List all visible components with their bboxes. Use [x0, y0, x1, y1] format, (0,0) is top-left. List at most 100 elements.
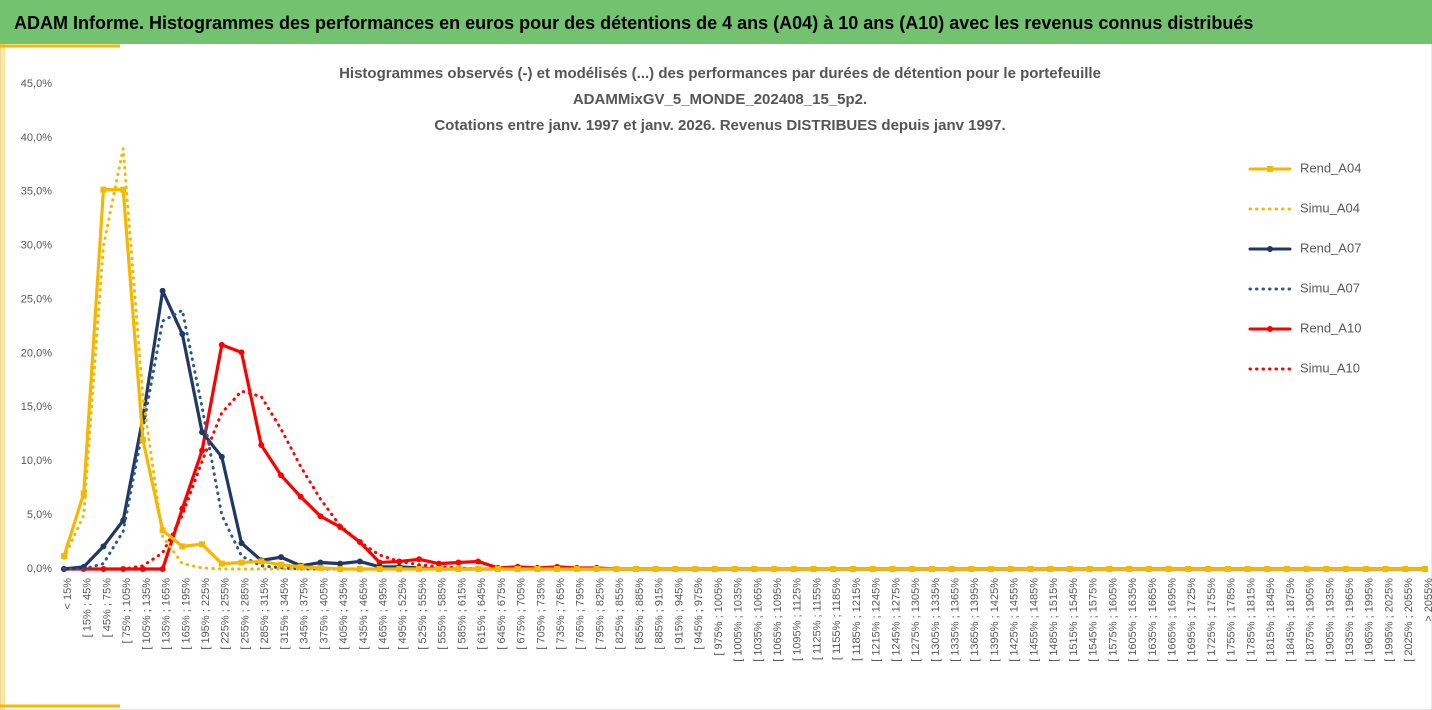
x-tick-label: [ 855% ; 885%	[634, 578, 646, 650]
x-tick-label: [ 105% ; 135%	[141, 578, 153, 650]
x-tick-label: [ 1605% ; 1635%	[1127, 578, 1139, 662]
marker	[277, 554, 284, 561]
x-tick-label: [ 555% ; 585%	[437, 578, 449, 650]
x-tick-label: [ 1905% ; 1935%	[1324, 578, 1336, 662]
marker	[199, 429, 206, 436]
marker	[218, 560, 225, 567]
x-tick-label: [ 1185% ; 1215%	[851, 578, 863, 661]
x-tick-label: [ 345% ; 375%	[299, 578, 311, 650]
x-tick-label: [ 135% ; 165%	[161, 578, 173, 650]
x-tick-label: [ 1215% ; 1245%	[871, 578, 883, 662]
marker	[356, 566, 363, 572]
x-tick-label: [ 1155% ; 1185%	[831, 578, 843, 660]
legend-marker	[1267, 246, 1273, 252]
legend-label: Simu_A07	[1300, 280, 1360, 295]
marker	[179, 543, 186, 550]
y-tick-label: 40,0%	[21, 132, 52, 144]
marker	[277, 561, 284, 568]
marker	[159, 566, 166, 572]
marker	[948, 566, 955, 572]
x-tick-label: [ 1365% ; 1395%	[969, 578, 981, 662]
x-tick-label: [ 825% ; 855%	[614, 578, 626, 650]
marker	[317, 513, 324, 520]
marker	[199, 541, 206, 548]
marker	[751, 566, 758, 572]
x-tick-label: [ 405% ; 435%	[338, 578, 350, 650]
x-tick-label: [ 975% ; 1005%	[713, 578, 725, 656]
marker	[238, 349, 245, 356]
x-tick-label: [ 375% ; 405%	[318, 578, 330, 650]
x-tick-label: [ 75% ; 105%	[121, 578, 133, 644]
x-tick-label: [ 1935% ; 1965%	[1344, 578, 1356, 662]
marker	[297, 563, 304, 570]
x-tick-label: [ 165% ; 195%	[180, 578, 192, 650]
marker	[396, 566, 403, 572]
marker	[1402, 566, 1409, 572]
x-tick-label: [ 1395% ; 1425%	[989, 578, 1001, 662]
x-tick-label: [ 195% ; 225%	[200, 578, 212, 650]
marker	[1382, 566, 1389, 572]
y-tick-label: 45,0%	[21, 78, 52, 90]
marker	[199, 447, 206, 454]
marker	[1422, 566, 1428, 572]
x-tick-label: [ 435% ; 465%	[358, 578, 370, 650]
x-tick-label: [ 795% ; 825%	[594, 578, 606, 650]
marker	[179, 331, 186, 338]
marker	[159, 287, 166, 294]
x-tick-label: [ 1815% ; 1845%	[1265, 578, 1277, 662]
y-tick-label: 35,0%	[21, 186, 52, 198]
legend-label: Simu_A10	[1300, 360, 1360, 375]
x-tick-label: [ 1005% ; 1035%	[733, 578, 745, 662]
marker	[337, 566, 344, 572]
x-tick-label: [ 1545% ; 1575%	[1088, 578, 1100, 662]
x-tick-label: [ 585% ; 615%	[456, 578, 468, 650]
x-tick-label: [ 1635% ; 1665%	[1147, 578, 1159, 662]
marker	[771, 566, 778, 572]
x-tick-label: < 15%	[62, 578, 74, 610]
x-tick-label: > 2055%	[1423, 578, 1432, 622]
marker	[238, 540, 245, 547]
x-tick-label: [ 285% ; 315%	[259, 578, 271, 650]
x-tick-label: [ 1755% ; 1785%	[1226, 578, 1238, 662]
legend-label: Rend_A10	[1300, 320, 1361, 335]
x-tick-label: [ 15% ; 45%	[82, 578, 94, 638]
legend-marker	[1267, 166, 1273, 172]
x-tick-label: [ 915% ; 945%	[673, 578, 685, 650]
y-tick-label: 10,0%	[21, 455, 52, 467]
x-tick-label: [ 525% ; 555%	[417, 578, 429, 650]
marker	[830, 566, 837, 572]
marker	[218, 453, 225, 460]
marker	[889, 566, 896, 572]
x-tick-label: [ 705% ; 735%	[535, 578, 547, 650]
marker	[790, 566, 797, 572]
marker	[218, 341, 225, 348]
y-tick-label: 0,0%	[27, 563, 52, 575]
marker	[1343, 566, 1350, 572]
series-line	[62, 147, 1427, 571]
legend-box	[1238, 150, 1358, 390]
marker	[61, 553, 67, 560]
x-tick-label: [ 465% ; 495%	[378, 578, 390, 650]
x-tick-label: [ 1335% ; 1365%	[950, 578, 962, 662]
x-tick-label: [ 1845% ; 1875%	[1285, 578, 1297, 662]
marker	[849, 566, 856, 572]
marker	[120, 186, 127, 193]
x-tick-label: [ 1125% ; 1155%	[811, 578, 823, 660]
marker	[297, 493, 304, 500]
marker	[100, 186, 107, 193]
x-tick-label: [ 1725% ; 1755%	[1206, 578, 1218, 662]
x-tick-label: [ 1275% ; 1305%	[910, 578, 922, 662]
marker	[988, 566, 995, 572]
x-tick-label: [ 315% ; 345%	[279, 578, 291, 650]
x-tick-label: [ 1665% ; 1695%	[1166, 578, 1178, 662]
legend-marker	[1267, 326, 1273, 332]
x-tick-label: [ 1965% ; 1995%	[1364, 578, 1376, 662]
marker	[416, 566, 423, 572]
x-tick-label: [ 1455% ; 1485%	[1028, 578, 1040, 662]
marker	[100, 543, 107, 550]
marker	[475, 558, 482, 565]
x-tick-label: [ 1305% ; 1335%	[930, 578, 942, 662]
marker	[416, 556, 423, 563]
